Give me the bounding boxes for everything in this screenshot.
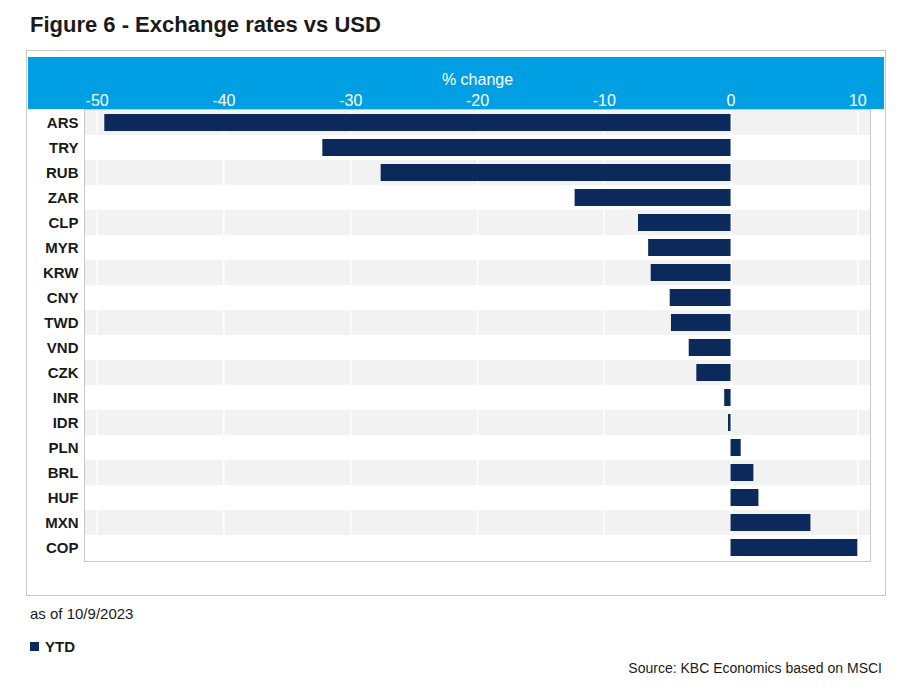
svg-text:TRY: TRY: [49, 139, 78, 156]
svg-text:ARS: ARS: [47, 114, 79, 131]
svg-text:CZK: CZK: [48, 364, 79, 381]
svg-text:VND: VND: [47, 339, 79, 356]
svg-text:0: 0: [727, 92, 736, 109]
html-text:Figure 6 - Exchange rates vs U: Figure 6 - Exchange rates vs USD: [30, 12, 381, 37]
svg-text:RUB: RUB: [46, 164, 79, 181]
svg-text:-50: -50: [86, 92, 109, 109]
svg-text:MXN: MXN: [45, 514, 78, 531]
html-text:as of 10/9/2023: as of 10/9/2023: [30, 605, 134, 622]
svg-text:CLP: CLP: [49, 214, 79, 231]
svg-text:-40: -40: [212, 92, 235, 109]
svg-text:TWD: TWD: [44, 314, 78, 331]
svg-text:CNY: CNY: [47, 289, 79, 306]
svg-text:ZAR: ZAR: [48, 189, 79, 206]
svg-text:% change: % change: [442, 71, 513, 88]
svg-text:KRW: KRW: [43, 264, 79, 281]
svg-text:IDR: IDR: [53, 414, 79, 431]
svg-text:-30: -30: [339, 92, 362, 109]
svg-text:-20: -20: [466, 92, 489, 109]
svg-text:MYR: MYR: [45, 239, 79, 256]
svg-text:COP: COP: [46, 539, 79, 556]
svg-text:-10: -10: [593, 92, 616, 109]
html-text:Source: KBC Economics based on: Source: KBC Economics based on MSCI: [628, 660, 882, 676]
svg-text:INR: INR: [53, 389, 79, 406]
svg-text:HUF: HUF: [48, 489, 79, 506]
html-text:YTD: YTD: [45, 638, 75, 655]
svg-text:10: 10: [849, 92, 867, 109]
svg-text:PLN: PLN: [49, 439, 79, 456]
svg-text:BRL: BRL: [48, 464, 79, 481]
